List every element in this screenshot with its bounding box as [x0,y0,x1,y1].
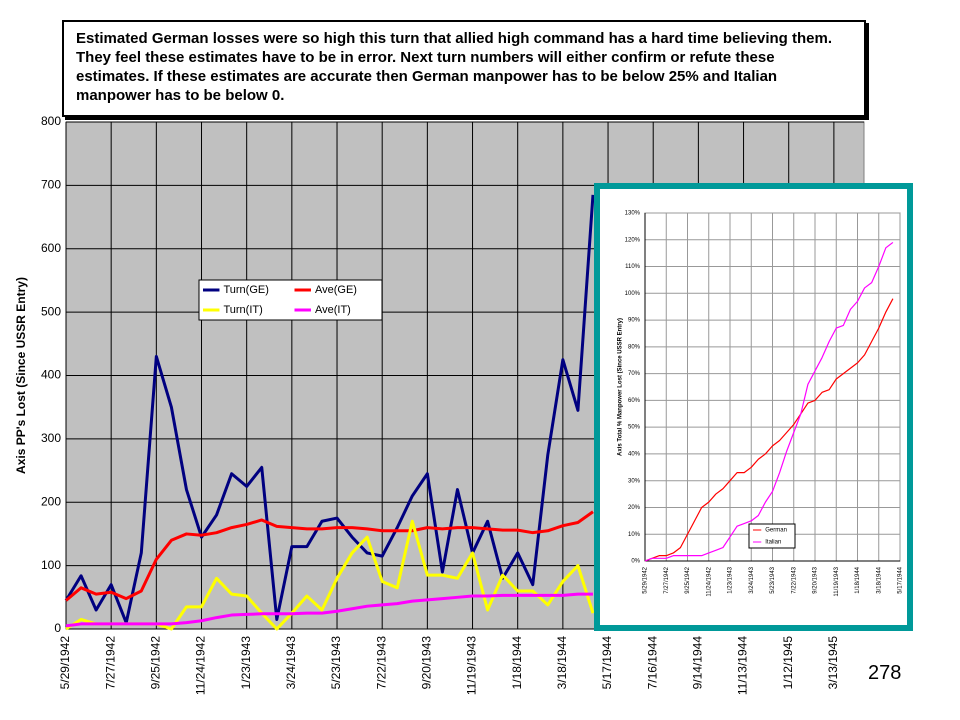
x-tick-label: 5/23/1943 [770,566,776,593]
x-tick-label: 5/17/1944 [600,636,614,690]
y-tick-label: 110% [625,264,641,270]
x-tick-label: 5/17/1944 [898,566,904,593]
x-tick-label: 1/23/1943 [728,566,734,593]
series-line [65,510,594,602]
x-tick-label: 1/18/1944 [510,636,524,690]
x-tick-label: 7/22/1943 [791,566,797,593]
legend-label: Italian [765,540,781,546]
x-tick-label: 9/20/1943 [813,566,819,593]
y-tick-label: 80% [628,344,641,350]
x-tick-label: 7/27/1942 [103,636,117,690]
y-tick-label: 30% [628,478,641,484]
y-tick-label: 100 [41,558,61,572]
x-tick-label: 11/19/1943 [465,636,479,695]
y-tick-label: 60% [628,398,641,404]
x-tick-label: 5/29/1942 [643,566,649,593]
x-tick-label: 1/18/1944 [855,566,861,593]
y-tick-label: 100% [625,291,641,297]
legend-box [198,279,383,321]
x-tick-label: 7/27/1942 [664,566,670,593]
x-tick-label: 11/19/1943 [834,566,840,596]
series-line [65,592,593,628]
legend-label: Ave(IT) [315,304,351,316]
y-tick-label: 120% [625,237,641,243]
x-tick-label: 3/18/1944 [555,636,569,690]
y-tick-label: 70% [628,371,641,377]
x-tick-label: 3/13/1945 [826,636,840,690]
series-line [64,194,595,625]
y-tick-label: 400 [41,368,61,382]
y-tick-label: 700 [41,178,61,192]
page-number: 278 [868,662,902,684]
y-tick-label: 20% [628,505,641,511]
y-axis-title: Axis PP's Lost (Since USSR Entry) [14,277,28,474]
y-tick-label: 40% [628,452,641,458]
x-tick-label: 9/14/1944 [691,636,705,690]
x-tick-label: 1/12/1945 [781,636,795,690]
y-tick-label: 200 [41,494,61,508]
y-tick-label: 600 [41,241,61,255]
x-tick-label: 9/20/1943 [420,636,434,690]
x-tick-label: 3/18/1944 [876,566,882,593]
y-tick-label: 300 [41,431,61,445]
x-tick-label: 7/22/1943 [374,636,388,690]
y-tick-label: 10% [628,532,641,538]
x-tick-label: 3/24/1943 [284,636,298,690]
legend-label: Ave(GE) [315,284,357,296]
legend-label: Turn(IT) [223,304,262,316]
y-tick-label: 500 [41,304,61,318]
legend-label: German [765,528,787,534]
y-tick-label: 50% [628,425,641,431]
y-tick-label: 90% [628,318,641,324]
y-axis-title: Axis Total % Manpower Lost (Since USSR E… [618,318,624,456]
legend-box [748,523,796,549]
note-box: Estimated German losses were so high thi… [62,20,866,117]
x-tick-label: 9/25/1942 [149,636,163,690]
series-line [644,298,894,562]
y-tick-label: 0 [54,621,61,635]
x-tick-label: 1/23/1943 [239,636,253,690]
y-tick-label: 0% [631,559,640,565]
x-tick-label: 3/24/1943 [749,566,755,593]
x-tick-label: 5/23/1943 [329,636,343,690]
x-tick-label: 7/16/1944 [645,636,659,690]
x-tick-label: 9/25/1942 [685,566,691,593]
x-tick-label: 11/24/1942 [706,566,712,596]
legend-label: Turn(GE) [223,284,268,296]
x-tick-label: 5/29/1942 [58,636,72,690]
y-tick-label: 800 [41,114,61,128]
series-line [644,241,894,562]
x-tick-label: 11/24/1942 [194,636,208,695]
y-tick-label: 130% [625,211,641,217]
x-tick-label: 11/13/1944 [736,636,750,695]
